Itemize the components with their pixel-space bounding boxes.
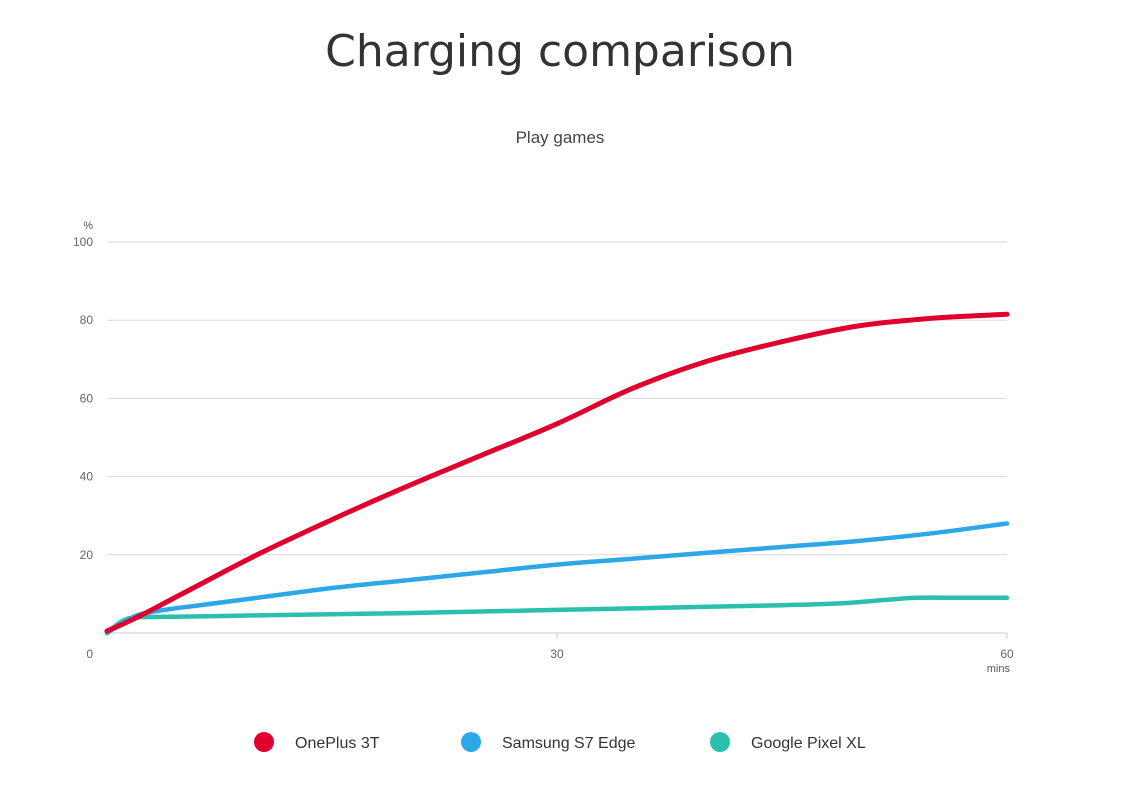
legend-label: OnePlus 3T (295, 735, 380, 752)
series-line-oneplus-3t (104, 311, 1010, 634)
x-tick-label: 30 (550, 647, 564, 661)
series-line-google-pixel-xl (104, 595, 1010, 636)
legend-swatch (461, 732, 481, 752)
y-tick-label: 80 (80, 313, 94, 327)
grid (107, 241, 1007, 556)
series-lines (104, 311, 1010, 636)
axes: 100 80 60 40 20 0% 30 60 mins (73, 220, 1014, 675)
legend: OnePlus 3T Samsung S7 Edge Google Pixel XL (254, 732, 866, 752)
x-axis-unit: mins (987, 663, 1011, 675)
y-tick-label: 100 (73, 235, 93, 249)
chart-title: Charging comparison (325, 26, 795, 77)
legend-label: Google Pixel XL (751, 735, 866, 752)
legend-swatch (710, 732, 730, 752)
legend-swatch (254, 732, 274, 752)
y-axis-unit: % (83, 220, 93, 232)
y-tick-label: 0 (86, 647, 93, 661)
y-tick-label: 60 (80, 391, 94, 405)
legend-item-oneplus-3t[interactable]: OnePlus 3T (254, 732, 380, 752)
chart-subtitle: Play games (516, 128, 605, 147)
y-tick-label: 20 (80, 548, 94, 562)
x-tick-label: 60 (1000, 647, 1014, 661)
legend-item-samsung-s7-edge[interactable]: Samsung S7 Edge (461, 732, 636, 752)
y-tick-label: 40 (80, 470, 94, 484)
legend-item-google-pixel-xl[interactable]: Google Pixel XL (710, 732, 866, 752)
series-line-samsung-s7-edge (104, 521, 1010, 636)
legend-label: Samsung S7 Edge (502, 735, 636, 752)
